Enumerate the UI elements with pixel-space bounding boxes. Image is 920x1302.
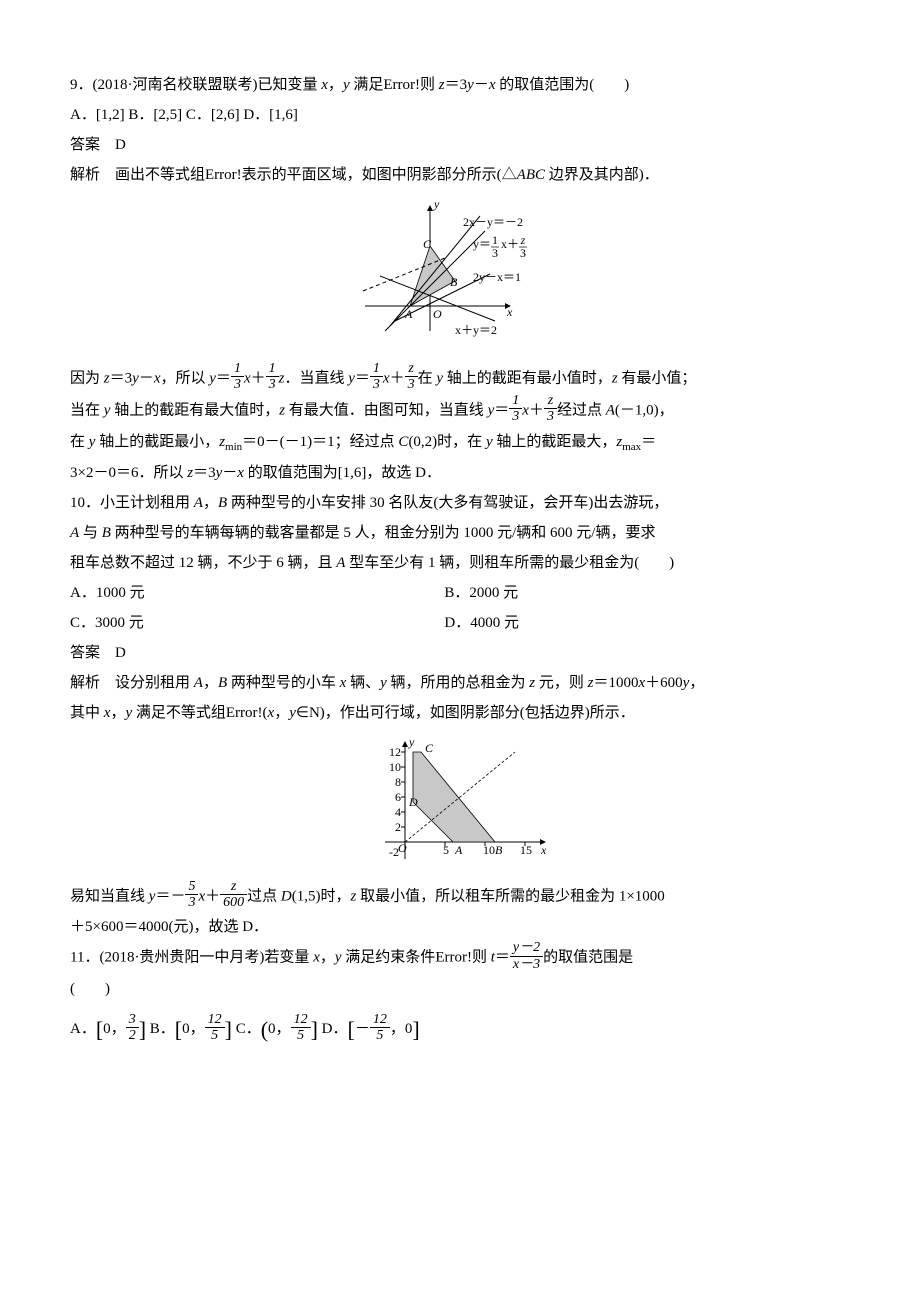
text: ＝3 xyxy=(445,77,468,93)
text: 9．(2018·河南名校联盟联考)已知变量 xyxy=(70,77,321,93)
svg-text:3: 3 xyxy=(520,246,526,260)
q10-options-row2: C．3000 元D．4000 元 xyxy=(70,608,850,638)
q10-options-row1: A．1000 元B．2000 元 xyxy=(70,578,850,608)
eq-label: 2x－y＝－2 xyxy=(463,215,523,229)
svg-text:10: 10 xyxy=(389,760,401,774)
q10-explain-2: 其中 x，y 满足不等式组Error!(x，y∈N)，作出可行域，如图阴影部分(… xyxy=(70,698,850,728)
var-x: x xyxy=(489,77,496,93)
svg-text:z: z xyxy=(520,233,526,247)
svg-text:D: D xyxy=(408,795,418,809)
text: 边界及其内部)． xyxy=(545,167,659,183)
q10-explain-4: ＋5×600＝4000(元)，故选 D． xyxy=(70,912,850,942)
svg-text:2y－x＝1: 2y－x＝1 xyxy=(473,270,521,284)
svg-text:C: C xyxy=(423,237,432,251)
q9-explain-1: 解析 画出不等式组Error!表示的平面区域，如图中阴影部分所示(△ABC 边界… xyxy=(70,160,850,190)
svg-text:3: 3 xyxy=(492,246,498,260)
svg-text:15: 15 xyxy=(520,843,532,857)
text: 则 xyxy=(420,77,439,93)
svg-text:O: O xyxy=(398,841,407,855)
var-y: y xyxy=(467,77,474,93)
q10-figure: 12 10 8 6 4 2 -2 5 10 15 y x O C D A B xyxy=(70,734,850,875)
q9-explain-4: 在 y 轴上的截距最小，zmin＝0－(－1)＝1；经过点 C(0,2)时，在 … xyxy=(70,427,850,458)
svg-text:1: 1 xyxy=(492,233,498,247)
svg-text:C: C xyxy=(425,741,434,755)
svg-text:5: 5 xyxy=(443,843,449,857)
q9-stem: 9．(2018·河南名校联盟联考)已知变量 x，y 满足Error!则 z＝3y… xyxy=(70,70,850,100)
svg-text:B: B xyxy=(450,275,458,289)
text: 解析 画出不等式组 xyxy=(70,167,205,183)
svg-text:y: y xyxy=(433,197,440,211)
svg-text:B: B xyxy=(495,843,503,857)
q10-answer: 答案 D xyxy=(70,638,850,668)
svg-text:y: y xyxy=(408,735,415,749)
svg-text:x＋: x＋ xyxy=(501,237,519,251)
svg-text:4: 4 xyxy=(395,805,401,819)
text: ， xyxy=(328,77,343,93)
q10-stem-2: A 与 B 两种型号的车辆每辆的载客量都是 5 人，租金分别为 1000 元/辆… xyxy=(70,518,850,548)
q10-stem-3: 租车总数不超过 12 辆，不少于 6 辆，且 A 型车至少有 1 辆，则租车所需… xyxy=(70,548,850,578)
text: 因为 xyxy=(70,370,104,386)
q9-explain-3: 当在 y 轴上的截距有最大值时，z 有最大值．由图可知，当直线 y＝13x＋z3… xyxy=(70,395,850,427)
svg-text:2: 2 xyxy=(395,820,401,834)
q9-answer: 答案 D xyxy=(70,130,850,160)
var-x: x xyxy=(321,77,328,93)
svg-text:12: 12 xyxy=(389,745,401,759)
text: 的取值范围为( ) xyxy=(496,77,630,93)
svg-text:x＋y＝2: x＋y＝2 xyxy=(455,323,497,337)
q11-paren: ( ) xyxy=(70,974,850,1004)
text: 满足 xyxy=(350,77,384,93)
error-text: Error! xyxy=(383,77,420,93)
q11-options: A．[0，32] B．[0，125] C．(0，125] D．[－125，0] xyxy=(70,1004,850,1057)
svg-text:y＝: y＝ xyxy=(473,237,491,251)
q9-explain-2: 因为 z＝3y－x，所以 y＝13x＋13z．当直线 y＝13x＋z3在 y 轴… xyxy=(70,363,850,395)
q9-explain-5: 3×2－0＝6．所以 z＝3y－x 的取值范围为[1,6]，故选 D． xyxy=(70,458,850,488)
svg-text:x: x xyxy=(506,305,513,319)
svg-text:x: x xyxy=(540,843,547,857)
q10-explain-3: 易知当直线 y＝－53x＋z600过点 D(1,5)时，z 取最小值，所以租车所… xyxy=(70,881,850,913)
svg-text:8: 8 xyxy=(395,775,401,789)
svg-text:O: O xyxy=(433,307,442,321)
svg-text:6: 6 xyxy=(395,790,401,804)
text: － xyxy=(474,77,489,93)
var-y: y xyxy=(343,77,350,93)
q10-explain-1: 解析 设分别租用 A，B 两种型号的小车 x 辆、y 辆，所用的总租金为 z 元… xyxy=(70,668,850,698)
q10-stem-1: 10．小王计划租用 A，B 两种型号的小车安排 30 名队友(大多有驾驶证，会开… xyxy=(70,488,850,518)
error-text: Error! xyxy=(205,167,242,183)
q11-stem: 11．(2018·贵州贵阳一中月考)若变量 x，y 满足约束条件Error!则 … xyxy=(70,942,850,974)
var-abc: ABC xyxy=(517,167,545,183)
svg-text:A: A xyxy=(404,307,413,321)
text: 表示的平面区域，如图中阴影部分所示(△ xyxy=(242,167,517,183)
q9-figure: y x A O B C 2x－y＝－2 y＝ 1 3 x＋ z 3 2y－x＝1… xyxy=(70,196,850,357)
q9-options: A．[1,2] B．[2,5] C．[2,6] D．[1,6] xyxy=(70,100,850,130)
svg-text:A: A xyxy=(454,843,463,857)
